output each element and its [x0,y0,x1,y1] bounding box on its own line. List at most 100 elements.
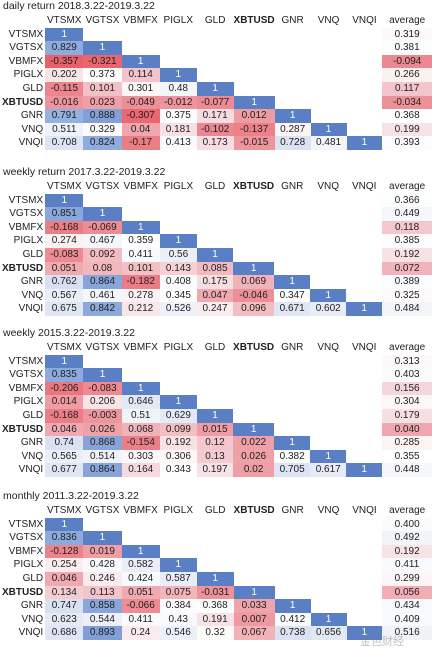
correlation-cell: 1 [121,220,160,235]
column-header: GLD [204,505,226,516]
empty-cell [347,613,383,627]
correlation-cell: 1 [274,599,311,613]
table-row: VNQI 0.686 0.893 0.24 0.546 0.32 0.067 0.738 0.6… [2,626,432,640]
table-row: VGTSX 0.829 1 0.381 [2,41,432,55]
correlation-cell: 0.08 [83,261,122,276]
correlation-cell: 1 [196,81,234,96]
average-cell: 0.484 [382,302,432,316]
row-label: VBMFX [8,55,44,67]
correlation-cell: 0.858 [83,599,122,613]
empty-cell [275,586,311,600]
empty-cell [234,545,275,559]
empty-cell [311,96,347,110]
section-title: weekly return 2017.3.22-2019.3.22 [3,166,166,178]
empty-cell [197,355,233,369]
correlation-cell: 1 [159,234,197,248]
column-header: GNR [281,181,304,192]
empty-cell [347,55,383,69]
correlation-cell: 0.864 [83,275,122,289]
empty-cell [275,531,311,545]
column-header: VTSMX [47,15,82,26]
correlation-cell: -0.154 [121,436,160,450]
correlation-cell: 0.015 [196,422,234,437]
average-cell: 0.040 [382,422,432,437]
empty-cell [346,450,382,464]
correlation-cell: 0.888 [83,109,122,123]
table-row: GLD 0.046 0.246 0.424 0.587 1 0.299 [2,571,432,586]
empty-cell [274,221,310,235]
average-cell: 0.516 [382,626,432,640]
correlation-cell: 1 [83,207,122,221]
table-row: XBTUSD -0.016 0.023 -0.049 -0.012 -0.077 1 -0.0… [2,95,432,110]
correlation-cell: 1 [45,193,84,208]
row-label: PIGLX [13,559,44,571]
correlation-cell: 0.212 [121,302,160,316]
correlation-cell: 0.411 [121,612,160,627]
row-label: GLD [22,572,44,584]
table-row: GNR 0.762 0.864 -0.182 0.408 0.175 0.069 1 0.389 [2,275,432,289]
empty-cell [122,41,160,55]
table-row: VTSMX 1 0.400 [2,517,432,532]
correlation-cell: 1 [346,136,383,150]
empty-cell [347,109,383,123]
column-header: PIGLX [163,505,193,516]
empty-cell [197,395,233,409]
table-row: GNR 0.747 0.858 -0.066 0.384 0.368 0.033 1 0.434 [2,599,432,613]
correlation-cell: 0.738 [274,626,311,640]
column-header: GNR [281,15,304,26]
empty-cell [310,275,346,289]
correlation-table: VTSMX VGTSX VBMFX PIGLX GLD XBTUSD GNR VNQ VNQI a… [2,504,432,640]
correlation-cell: 1 [83,368,122,382]
average-cell: 0.400 [382,517,432,532]
average-cell: 0.304 [382,395,432,409]
average-cell: 0.285 [382,436,432,450]
empty-cell [234,55,275,69]
correlation-cell: 0.181 [159,122,197,137]
empty-cell [197,518,234,532]
correlation-cell: 0.075 [159,585,197,600]
correlation-cell: 0.762 [45,275,84,289]
column-header: VNQ [317,342,340,353]
row-label: VGTSX [9,532,44,544]
row-label: PIGLX [13,235,44,247]
correlation-cell: 1 [196,247,234,262]
empty-cell [234,518,275,532]
correlation-cell: 0.051 [121,585,160,600]
average-cell: 0.448 [382,463,432,477]
empty-cell [83,518,121,532]
correlation-cell: 1 [45,517,84,532]
correlation-cell: 0.023 [83,95,122,110]
correlation-cell: 0.068 [121,422,160,437]
average-cell: 0.434 [382,599,432,613]
correlation-cell: 1 [310,612,347,627]
correlation-cell: 1 [346,626,383,640]
column-header: VGTSX [85,505,120,516]
correlation-cell: -0.049 [121,95,160,110]
average-cell: 0.192 [382,247,432,262]
empty-cell [197,41,234,55]
column-header: XBTUSD [233,181,275,192]
empty-cell [346,194,382,208]
correlation-cell: 0.514 [83,449,122,464]
average-cell: 0.411 [382,558,432,572]
correlation-cell: 0.623 [45,612,84,627]
column-header: VNQ [317,181,340,192]
table-row: VGTSX 0.835 1 0.403 [2,368,432,382]
empty-cell [160,221,197,235]
correlation-cell: 0.373 [83,68,122,82]
empty-cell [122,368,160,382]
row-label: XBTUSD [2,262,44,274]
correlation-cell: 0.301 [121,81,160,96]
row-label: VNQI [18,137,44,149]
correlation-cell: -0.102 [196,122,234,137]
empty-cell [311,109,347,123]
table-row: VNQ 0.565 0.514 0.303 0.306 0.13 0.026 0.382 1 0.… [2,449,432,464]
average-cell: 0.199 [382,122,432,137]
correlation-cell: 0.202 [45,68,84,82]
table-row: VNQ 0.511 0.329 0.04 0.181 -0.102 -0.137 0.287 1… [2,122,432,137]
correlation-cell: 1 [346,302,383,316]
empty-cell [197,545,234,559]
correlation-cell: 1 [233,585,275,600]
empty-cell [197,558,234,572]
correlation-cell: -0.357 [45,54,84,69]
